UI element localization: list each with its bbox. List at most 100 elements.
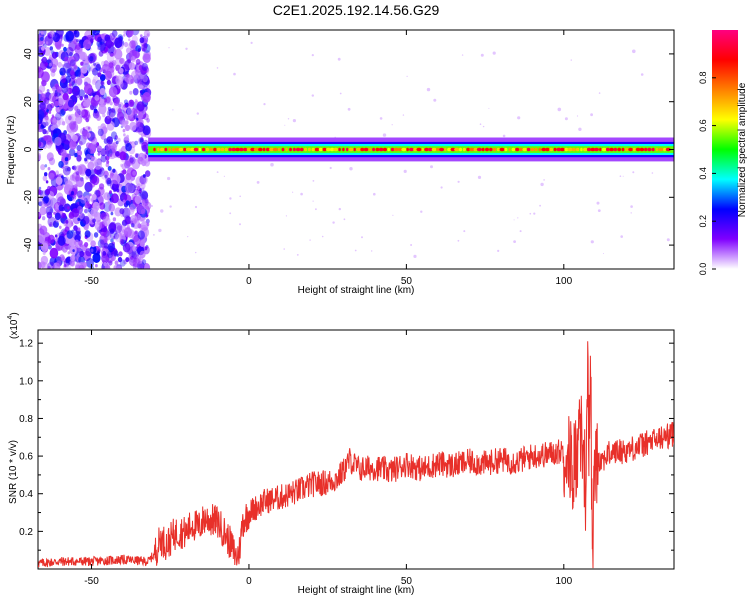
noise-speckle bbox=[44, 97, 50, 104]
signal-hot-spot bbox=[481, 147, 485, 152]
noise-speckle bbox=[76, 149, 83, 157]
faint-speckle bbox=[349, 167, 353, 171]
faint-speckle bbox=[433, 98, 437, 102]
signal-hot-spot bbox=[424, 147, 429, 152]
noise-speckle bbox=[74, 184, 78, 189]
faint-speckle bbox=[337, 57, 341, 61]
noise-speckle bbox=[99, 234, 108, 245]
noise-speckle bbox=[50, 125, 55, 131]
signal-hot-spot bbox=[466, 147, 470, 152]
noise-speckle bbox=[64, 56, 68, 62]
noise-speckle bbox=[125, 200, 130, 206]
noise-speckle bbox=[137, 203, 146, 215]
noise-speckle bbox=[39, 206, 47, 216]
signal-hot-spot bbox=[522, 147, 528, 152]
noise-speckle bbox=[139, 175, 147, 185]
noise-speckle bbox=[69, 148, 76, 157]
colorbar-tick-label: 0.4 bbox=[698, 167, 708, 180]
noise-speckle bbox=[118, 103, 122, 108]
noise-speckle bbox=[77, 163, 87, 175]
noise-speckle bbox=[40, 164, 46, 171]
noise-speckle bbox=[47, 216, 56, 228]
noise-speckle bbox=[133, 113, 138, 120]
noise-speckle bbox=[72, 134, 78, 142]
figure-title: C2E1.2025.192.14.56.G29 bbox=[273, 2, 440, 18]
signal-hot-spot bbox=[605, 147, 610, 152]
noise-speckle bbox=[140, 182, 146, 190]
noise-speckle bbox=[123, 133, 126, 137]
noise-speckle bbox=[84, 242, 89, 248]
noise-speckle bbox=[60, 84, 69, 94]
y-tick-label: -40 bbox=[23, 237, 34, 252]
faint-speckle bbox=[151, 205, 153, 207]
noise-speckle bbox=[75, 43, 81, 50]
noise-speckle bbox=[72, 53, 80, 62]
noise-speckle bbox=[46, 109, 50, 113]
noise-speckle bbox=[65, 30, 75, 42]
signal-hot-spot bbox=[409, 147, 414, 152]
noise-speckle bbox=[45, 41, 49, 45]
noise-speckle bbox=[90, 240, 96, 248]
noise-speckle bbox=[41, 56, 48, 64]
faint-speckle bbox=[196, 112, 199, 115]
faint-speckle bbox=[632, 171, 635, 174]
faint-speckle bbox=[410, 244, 413, 246]
noise-speckle bbox=[73, 225, 78, 232]
faint-speckle bbox=[287, 118, 290, 120]
noise-speckle bbox=[48, 172, 55, 180]
noise-speckle bbox=[41, 71, 50, 83]
noise-speckle bbox=[97, 186, 105, 196]
noise-speckle bbox=[140, 221, 149, 232]
noise-speckle bbox=[75, 264, 81, 269]
signal-hot-spot bbox=[406, 147, 409, 152]
signal-hot-spot bbox=[413, 147, 418, 152]
signal-hot-spot bbox=[314, 147, 320, 152]
noise-speckle bbox=[96, 142, 99, 146]
faint-speckle bbox=[513, 219, 515, 221]
noise-speckle bbox=[115, 140, 119, 145]
signal-hot-spot bbox=[454, 147, 460, 152]
noise-speckle bbox=[108, 65, 115, 73]
noise-speckle bbox=[75, 177, 85, 188]
noise-speckle bbox=[139, 240, 145, 248]
noise-speckle bbox=[146, 118, 150, 123]
noise-speckle bbox=[119, 238, 125, 245]
noise-speckle bbox=[50, 70, 56, 77]
faint-speckle bbox=[284, 124, 286, 126]
noise-speckle bbox=[105, 143, 111, 151]
noise-speckle bbox=[66, 230, 74, 239]
signal-hot-spot bbox=[489, 147, 493, 152]
noise-speckle bbox=[54, 100, 59, 107]
noise-speckle bbox=[42, 251, 46, 255]
noise-speckle bbox=[124, 124, 131, 132]
snr-plot-area bbox=[38, 341, 674, 569]
noise-speckle bbox=[105, 149, 110, 156]
noise-speckle bbox=[127, 43, 132, 48]
signal-hot-spot bbox=[538, 147, 542, 152]
noise-speckle bbox=[144, 201, 152, 210]
noise-speckle bbox=[133, 254, 142, 264]
signal-hot-spot bbox=[353, 147, 356, 152]
noise-speckle bbox=[57, 196, 65, 207]
noise-speckle bbox=[110, 238, 114, 243]
noise-speckle bbox=[38, 234, 46, 244]
signal-hot-spot bbox=[168, 147, 172, 152]
noise-speckle bbox=[138, 112, 144, 119]
noise-speckle bbox=[62, 245, 68, 253]
noise-speckle bbox=[74, 152, 78, 158]
noise-speckle bbox=[122, 199, 126, 204]
signal-hot-spot bbox=[541, 147, 546, 152]
noise-speckle bbox=[73, 78, 78, 84]
noise-speckle bbox=[137, 48, 141, 52]
faint-speckle bbox=[296, 254, 299, 256]
noise-speckle bbox=[55, 112, 62, 121]
noise-speckle bbox=[125, 74, 134, 85]
noise-speckle bbox=[116, 265, 121, 269]
noise-speckle bbox=[83, 39, 92, 50]
noise-speckle bbox=[49, 30, 56, 38]
noise-speckle bbox=[76, 245, 82, 252]
x-tick-label: 50 bbox=[401, 276, 413, 287]
noise-speckle bbox=[132, 245, 137, 252]
noise-speckle bbox=[38, 66, 42, 73]
signal-hot-spot bbox=[511, 147, 516, 152]
